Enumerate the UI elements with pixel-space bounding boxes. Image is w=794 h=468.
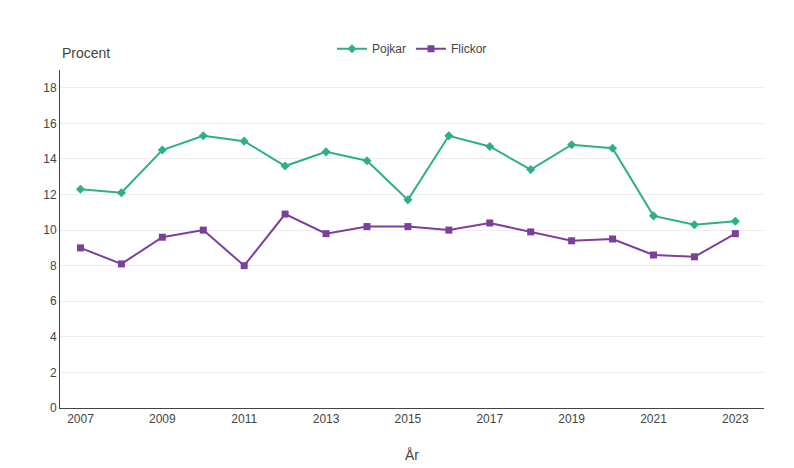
svg-text:4: 4: [50, 330, 57, 344]
svg-text:8: 8: [50, 259, 57, 273]
svg-text:2007: 2007: [67, 412, 94, 426]
svg-text:Procent: Procent: [62, 45, 110, 61]
svg-text:10: 10: [43, 223, 57, 237]
svg-text:2013: 2013: [313, 412, 340, 426]
svg-text:12: 12: [43, 188, 57, 202]
svg-text:2023: 2023: [722, 412, 749, 426]
svg-text:Flickor: Flickor: [451, 42, 486, 56]
svg-text:14: 14: [43, 152, 57, 166]
svg-text:2: 2: [50, 366, 57, 380]
svg-text:2019: 2019: [558, 412, 585, 426]
svg-text:År: År: [405, 447, 419, 463]
svg-text:2015: 2015: [395, 412, 422, 426]
svg-text:2009: 2009: [149, 412, 176, 426]
svg-text:Pojkar: Pojkar: [372, 42, 406, 56]
svg-text:18: 18: [43, 81, 57, 95]
svg-text:6: 6: [50, 294, 57, 308]
svg-text:16: 16: [43, 117, 57, 131]
svg-text:2011: 2011: [231, 412, 257, 426]
svg-text:2021: 2021: [640, 412, 667, 426]
svg-text:2017: 2017: [476, 412, 503, 426]
svg-text:0: 0: [50, 401, 57, 415]
